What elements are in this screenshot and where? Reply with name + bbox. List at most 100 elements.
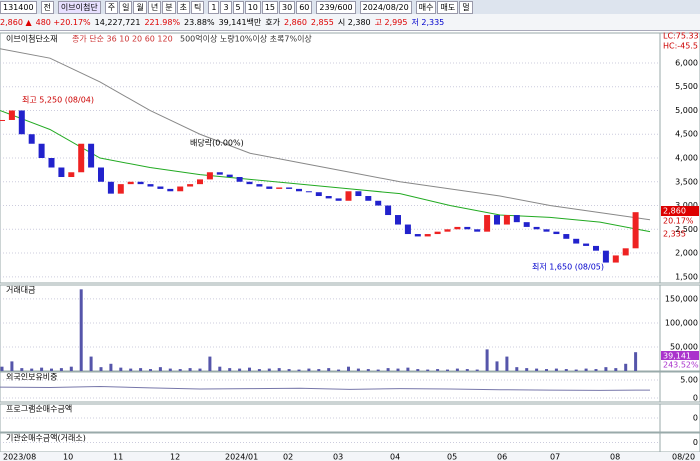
candle — [18, 110, 25, 135]
x-tick-label: 11 — [113, 453, 123, 461]
candle — [177, 186, 184, 192]
interval-button[interactable]: 10 — [244, 0, 261, 14]
volume-bar — [327, 368, 331, 371]
foreign-line — [0, 385, 651, 391]
volume-bar — [307, 368, 311, 371]
volume-bar — [188, 368, 192, 371]
candle — [474, 229, 481, 232]
volume-bar — [79, 289, 83, 371]
volume-bar — [89, 356, 93, 371]
y-tick-label: 5,000 — [675, 106, 698, 115]
candle — [434, 231, 441, 235]
candle — [543, 229, 550, 232]
volume-bar — [436, 369, 440, 371]
period-button[interactable]: 월 — [133, 0, 147, 14]
y-tick-label: 5,500 — [675, 82, 698, 91]
candle — [58, 167, 65, 178]
volume-bar — [535, 368, 539, 371]
panel-title: 기관순매수금액(거래소) — [6, 433, 86, 443]
volume-bar — [376, 369, 380, 371]
volume-bar — [50, 368, 53, 371]
period-button[interactable]: 틱 — [190, 0, 205, 14]
count: 239/600 — [316, 0, 356, 14]
x-tick-label: 04 — [390, 453, 400, 461]
code-input[interactable]: 131400 — [0, 0, 37, 14]
ma-line — [0, 48, 651, 221]
volume-bar — [20, 368, 24, 371]
candle — [127, 181, 134, 185]
candle — [98, 167, 104, 182]
period-button[interactable]: 주 — [104, 0, 119, 14]
date[interactable]: 2024/08/20 — [359, 0, 412, 14]
volume-bar — [317, 369, 321, 371]
candle — [68, 172, 75, 178]
candle — [226, 174, 233, 178]
candle — [444, 229, 451, 232]
candle — [256, 184, 263, 187]
volume-bar — [515, 367, 519, 371]
volume-bar — [139, 368, 143, 371]
action-button[interactable]: 매수 — [415, 0, 437, 14]
volume-bar — [465, 369, 469, 371]
ma-line — [0, 110, 651, 233]
interval-button[interactable]: 30 — [279, 0, 296, 14]
open: 시 2,380 — [337, 17, 371, 27]
interval-button[interactable]: 60 — [296, 0, 313, 14]
candle — [296, 188, 302, 192]
candle — [78, 143, 85, 173]
period-button[interactable]: 년 — [147, 0, 162, 14]
volume-bar — [267, 368, 271, 371]
volume-bar — [574, 369, 578, 371]
period-button[interactable]: 분 — [162, 0, 176, 14]
volume-bar — [208, 356, 212, 371]
x-tick-label: 12 — [170, 453, 180, 461]
panel — [0, 371, 661, 403]
x-tick-label: 2023/08 — [3, 453, 36, 461]
volume-bar — [485, 349, 489, 371]
stock-name[interactable]: 이브이첨단 — [57, 0, 101, 14]
candle — [612, 255, 619, 263]
volume-bar — [604, 367, 608, 371]
volume-bar — [584, 368, 588, 371]
candle — [147, 184, 154, 187]
volume-bar — [99, 367, 103, 371]
candle — [355, 191, 362, 197]
candle — [404, 224, 411, 235]
y-tick-label: 2,000 — [675, 249, 698, 258]
interval-button[interactable]: 3 — [220, 0, 232, 14]
volume-bar — [109, 363, 113, 371]
right-label: 20.17% — [663, 217, 694, 226]
candle — [622, 248, 629, 256]
candle — [375, 200, 382, 206]
candle — [335, 198, 342, 201]
volume-bar — [406, 367, 410, 371]
period-button[interactable]: 초 — [176, 0, 190, 14]
y-tick-label: 6,000 — [675, 58, 698, 67]
volume-bar — [416, 369, 420, 371]
candle — [88, 143, 95, 168]
period-button[interactable]: 일 — [119, 0, 133, 14]
volume-bar — [40, 367, 44, 371]
y-tick-label: 3,000 — [675, 201, 698, 210]
volume-bar — [347, 366, 350, 371]
volume-bar — [386, 368, 390, 371]
interval-group: 1 3 5 10 15 30 60 — [208, 0, 313, 14]
market[interactable]: 전 — [40, 0, 54, 14]
volume-bar — [0, 366, 4, 371]
volume-bar — [594, 369, 598, 371]
interval-button[interactable]: 5 — [232, 0, 244, 14]
date-axis — [0, 452, 700, 461]
volume-bar — [297, 369, 301, 371]
volume: 14,227,721 — [94, 17, 141, 27]
candle — [187, 184, 194, 187]
low-note: 최저 1,650 (08/05) — [532, 262, 604, 272]
action-button[interactable]: 매도 — [437, 0, 459, 14]
action-button[interactable]: 멀 — [459, 0, 473, 14]
candle — [563, 234, 570, 239]
interval-button[interactable]: 1 — [208, 0, 220, 14]
volume-bar — [564, 369, 568, 371]
x-tick-label: 08 — [610, 453, 620, 461]
volume-bar — [545, 369, 548, 371]
interval-button[interactable]: 15 — [261, 0, 279, 14]
